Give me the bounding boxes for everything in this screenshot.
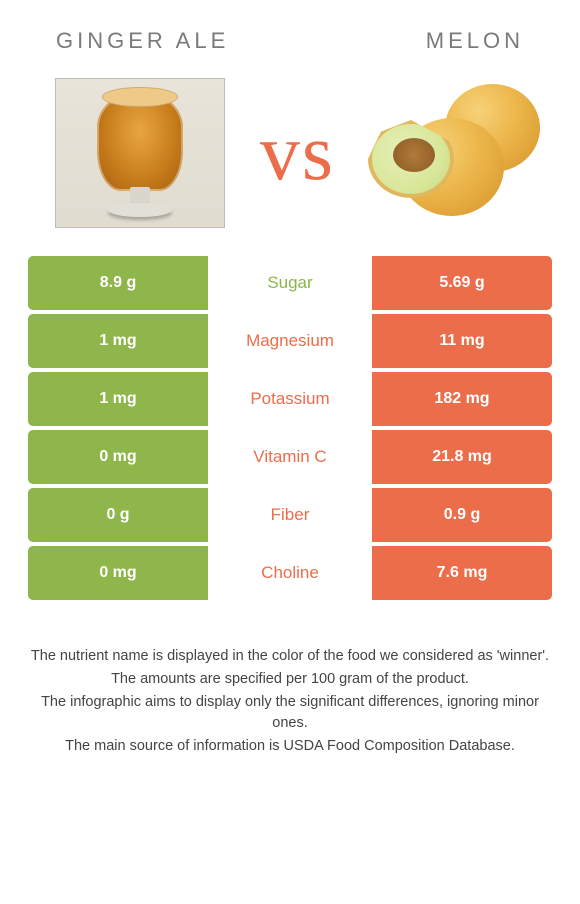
nutrient-label: Potassium [208, 372, 372, 426]
ginger-ale-image [55, 78, 225, 228]
hero: vs [0, 54, 580, 252]
left-value: 0 mg [28, 430, 208, 484]
right-value: 7.6 mg [372, 546, 552, 600]
melon-image [370, 78, 540, 228]
table-row: 8.9 gSugar5.69 g [28, 256, 552, 310]
footnote-line: The infographic aims to display only the… [28, 692, 552, 734]
right-food-title: MELON [426, 28, 524, 54]
left-value: 0 mg [28, 546, 208, 600]
header: GINGER ALE MELON [0, 28, 580, 54]
nutrient-label: Vitamin C [208, 430, 372, 484]
table-row: 1 mgMagnesium11 mg [28, 314, 552, 368]
right-value: 21.8 mg [372, 430, 552, 484]
footnotes: The nutrient name is displayed in the co… [0, 604, 580, 757]
footnote-line: The nutrient name is displayed in the co… [28, 646, 552, 667]
right-value: 11 mg [372, 314, 552, 368]
left-food-title: GINGER ALE [56, 28, 229, 54]
footnote-line: The main source of information is USDA F… [28, 736, 552, 757]
left-value: 0 g [28, 488, 208, 542]
nutrient-label: Magnesium [208, 314, 372, 368]
nutrient-label: Fiber [208, 488, 372, 542]
left-value: 8.9 g [28, 256, 208, 310]
right-value: 5.69 g [372, 256, 552, 310]
table-row: 1 mgPotassium182 mg [28, 372, 552, 426]
vs-label: vs [260, 108, 335, 199]
nutrient-label: Choline [208, 546, 372, 600]
left-value: 1 mg [28, 314, 208, 368]
table-row: 0 mgCholine7.6 mg [28, 546, 552, 600]
right-value: 182 mg [372, 372, 552, 426]
footnote-line: The amounts are specified per 100 gram o… [28, 669, 552, 690]
table-row: 0 gFiber0.9 g [28, 488, 552, 542]
table-row: 0 mgVitamin C21.8 mg [28, 430, 552, 484]
right-value: 0.9 g [372, 488, 552, 542]
nutrient-label: Sugar [208, 256, 372, 310]
left-value: 1 mg [28, 372, 208, 426]
comparison-table: 8.9 gSugar5.69 g1 mgMagnesium11 mg1 mgPo… [0, 252, 580, 600]
